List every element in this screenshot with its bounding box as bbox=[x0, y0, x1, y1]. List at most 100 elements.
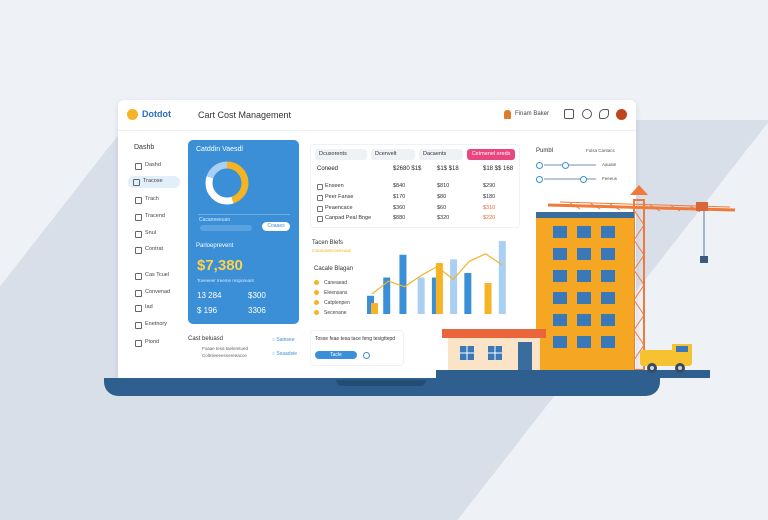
chart-trend-line bbox=[371, 253, 503, 295]
summary-button[interactable]: Coaaes bbox=[262, 222, 290, 231]
cost-card-line: Coltnleeeesnereeacce bbox=[202, 353, 247, 358]
clock-icon bbox=[135, 340, 142, 347]
table-cell: $1$ $18 bbox=[437, 166, 459, 172]
slider-knob[interactable] bbox=[580, 176, 588, 183]
sidebar-item[interactable]: Enetnory bbox=[130, 319, 178, 331]
sidebar-item[interactable]: Convenad bbox=[130, 287, 178, 299]
sidebar-item-label: Convenad bbox=[145, 289, 171, 295]
cost-card-title: Cast beluasd bbox=[188, 336, 224, 342]
sidebar-item[interactable]: Cas Tcuel bbox=[130, 270, 178, 282]
sidebar-item-label: Tracose bbox=[143, 178, 163, 184]
table-cell: $220 bbox=[483, 215, 496, 221]
table-row-label: Peaencace bbox=[325, 205, 353, 211]
table-cell: $310 bbox=[483, 205, 496, 211]
folder-icon bbox=[135, 214, 142, 221]
chart-bar bbox=[431, 277, 439, 314]
sidebar-item-label: Dashd bbox=[145, 162, 161, 168]
table-header[interactable]: Dcusorents bbox=[315, 149, 367, 160]
legend-label: Caneaead bbox=[324, 280, 348, 286]
sidebar-item[interactable]: Tracend bbox=[130, 211, 178, 223]
sidebar-item[interactable]: Dashd bbox=[130, 160, 178, 172]
settings-icon bbox=[135, 290, 142, 297]
slider-start-knob[interactable] bbox=[536, 176, 543, 183]
sidebar-item-label: Tracend bbox=[145, 213, 165, 219]
legend-dot bbox=[314, 300, 319, 305]
table-cell: $360 bbox=[393, 205, 406, 211]
chart-bar bbox=[435, 262, 443, 314]
box-icon bbox=[135, 322, 142, 329]
info-button[interactable]: Tacle bbox=[315, 351, 357, 359]
refresh-icon[interactable] bbox=[363, 352, 370, 359]
box-icon bbox=[317, 184, 323, 190]
link-icon bbox=[135, 305, 142, 312]
table-row-label: Peer Fanse bbox=[325, 194, 354, 200]
sidebar-item[interactable]: Iad bbox=[130, 302, 178, 314]
slider-label: Aauate bbox=[602, 162, 617, 167]
avatar[interactable] bbox=[616, 109, 627, 120]
legend-label: Catptenpen bbox=[324, 300, 350, 306]
notes-icon[interactable] bbox=[564, 109, 574, 119]
slider-track[interactable] bbox=[544, 164, 596, 166]
table-header-active[interactable]: Cetmenel ereds bbox=[467, 149, 515, 160]
summary-card-subtitle: Cacaneeeuan bbox=[199, 217, 231, 223]
info-box: Tosse feae tesa tace feng tesigttepd Tac… bbox=[310, 330, 404, 366]
summary-figure: $300 bbox=[248, 291, 266, 300]
legend-title: Cacale Blagan bbox=[314, 266, 354, 272]
summary-input[interactable] bbox=[200, 225, 252, 231]
slider-knob[interactable] bbox=[562, 162, 570, 169]
tag-icon bbox=[135, 273, 142, 280]
laptop-base bbox=[104, 378, 660, 396]
list-icon bbox=[135, 197, 142, 204]
cost-card-line: Foaae tesa taelemtued bbox=[202, 346, 249, 351]
sidebar-item[interactable]: Piond bbox=[130, 337, 178, 349]
summary-figure: 13 284 bbox=[197, 291, 222, 300]
summary-card-title: Catddin Vaesdl bbox=[196, 146, 243, 153]
chart-bar bbox=[450, 259, 458, 314]
legend-label: Secenane bbox=[324, 310, 347, 316]
legend-dot bbox=[314, 280, 319, 285]
slider-start-knob[interactable] bbox=[536, 162, 543, 169]
list-icon bbox=[317, 195, 323, 201]
truck-icon bbox=[640, 344, 692, 373]
sidebar-item[interactable]: Contrat bbox=[130, 244, 178, 256]
bar-chart bbox=[367, 241, 506, 314]
table-row-label: Canpad Peal Bnge bbox=[325, 215, 372, 221]
table-cell: $840 bbox=[393, 183, 406, 189]
divider bbox=[198, 214, 290, 215]
chart-bar bbox=[383, 277, 391, 314]
donut-chart bbox=[205, 161, 249, 205]
table-cell: $2680 $1$ bbox=[393, 166, 422, 172]
slider-track[interactable] bbox=[544, 178, 596, 180]
table-header[interactable]: Dcenvelt bbox=[371, 149, 415, 160]
legend-dot bbox=[314, 290, 319, 295]
link-icon[interactable] bbox=[582, 109, 592, 119]
sidebar-item[interactable]: Tracose bbox=[128, 176, 180, 188]
table-cell: $290 bbox=[483, 183, 496, 189]
info-text: Tosse feae tesa tace feng tesigttepd bbox=[315, 336, 396, 342]
chart-bar bbox=[367, 295, 374, 314]
brand-logo-icon bbox=[127, 109, 138, 120]
table-cell: $880 bbox=[393, 215, 406, 221]
summary-big-value: $7,380 bbox=[197, 257, 243, 274]
tag-icon bbox=[317, 216, 323, 222]
table-cell: $170 bbox=[393, 194, 406, 200]
user-name[interactable]: Finam Baker bbox=[515, 111, 550, 117]
sidebar-item[interactable]: Snul bbox=[130, 228, 178, 240]
cost-card: Cast beluasd ○ Sainsee Foaae tesa taelem… bbox=[188, 336, 298, 376]
chart-bar bbox=[498, 241, 506, 314]
chart-bar bbox=[371, 303, 378, 314]
sidebar-item[interactable]: Trach bbox=[130, 194, 178, 206]
sidebar-item-label: Snul bbox=[145, 230, 157, 236]
cost-card-link[interactable]: ○ Ssaadsie bbox=[272, 351, 297, 357]
summary-figure: $ 196 bbox=[197, 306, 218, 315]
info-button-label: Tacle bbox=[330, 352, 342, 358]
cost-card-link[interactable]: ○ Sainsee bbox=[272, 337, 295, 343]
edit-icon[interactable] bbox=[599, 109, 609, 119]
chart-icon bbox=[133, 179, 140, 186]
table-header[interactable]: Dacaents bbox=[419, 149, 463, 160]
table-row-label: Coneed bbox=[317, 166, 339, 172]
table-cell: $60 bbox=[437, 205, 447, 211]
info-icon bbox=[135, 231, 142, 238]
table-cell: $18 $$ 168 bbox=[483, 166, 514, 172]
donut-segment bbox=[205, 161, 249, 205]
